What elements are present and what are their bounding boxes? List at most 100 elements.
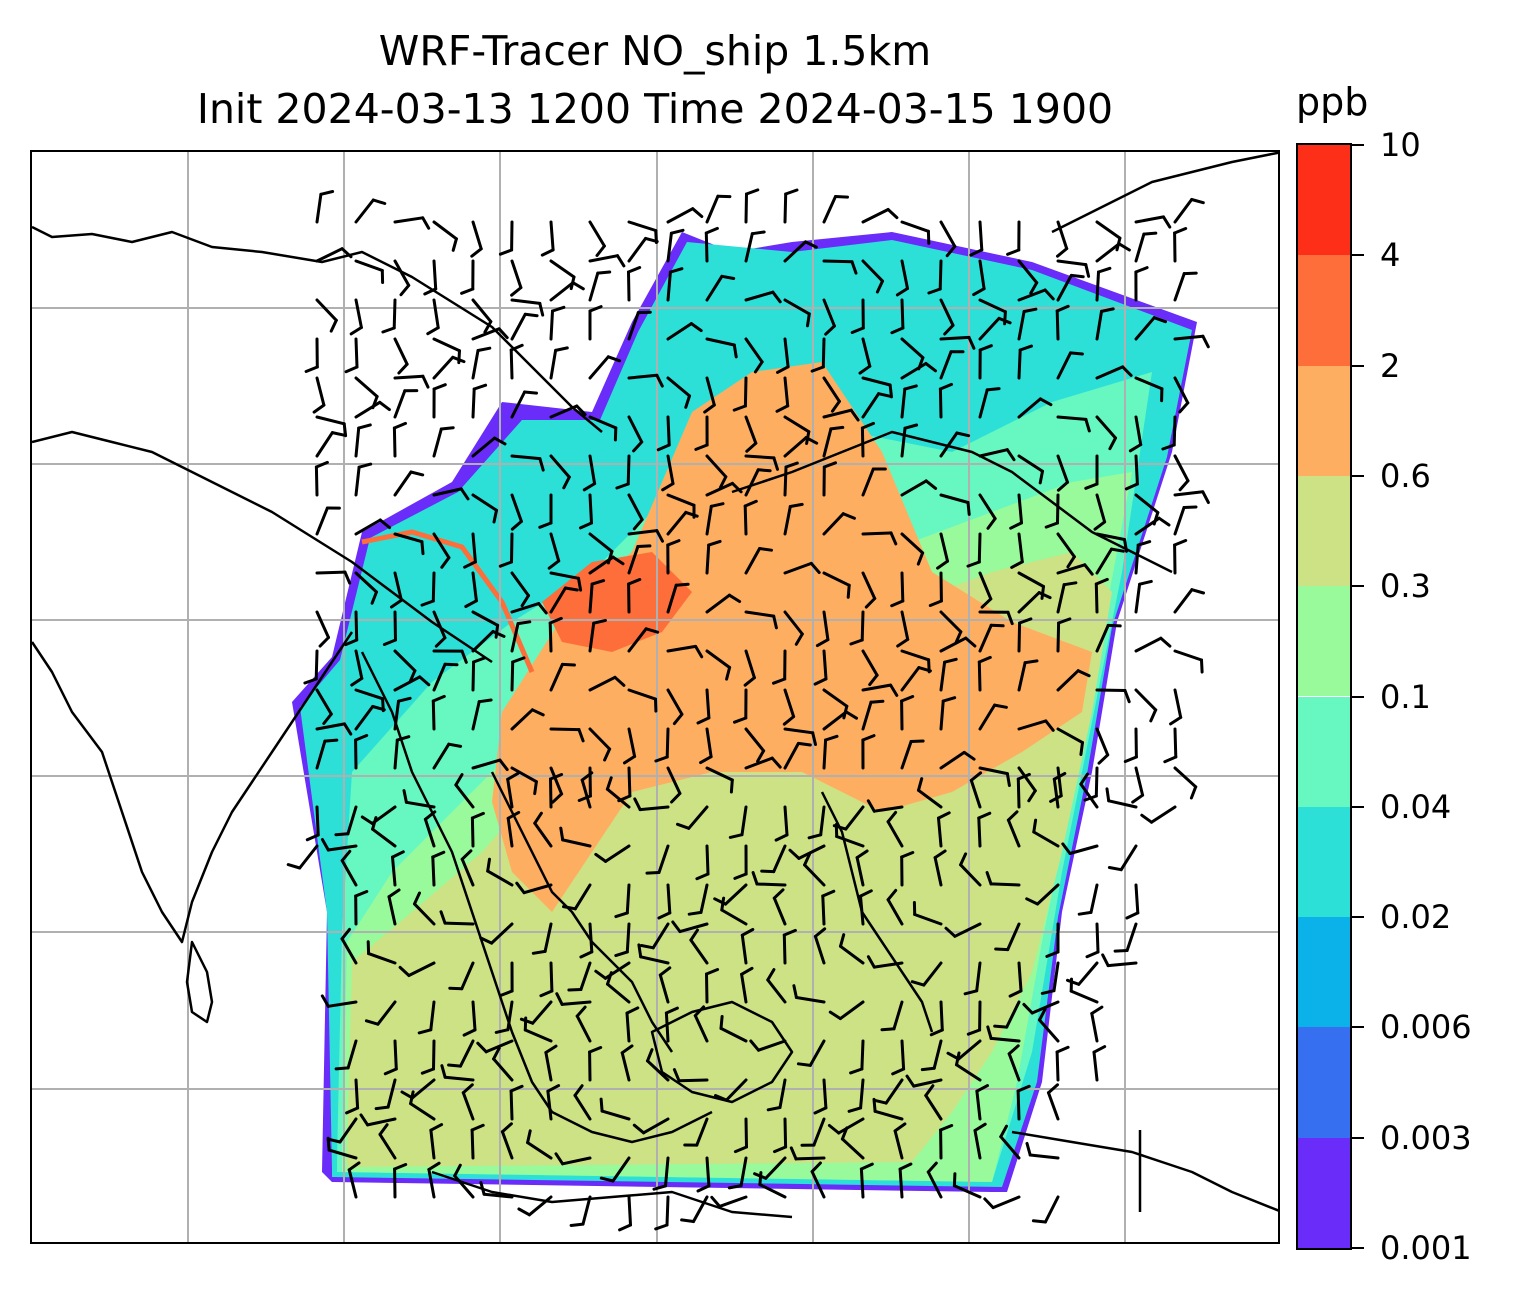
wind-barb-flag xyxy=(890,599,905,608)
wind-barb-flag xyxy=(509,1084,524,1093)
wind-barb-flag xyxy=(421,216,431,230)
wind-barb-flag xyxy=(319,190,335,196)
wind-barb-flag xyxy=(606,355,622,363)
wind-barb xyxy=(955,1063,982,1082)
wind-barb-flag xyxy=(895,287,909,297)
wind-barb xyxy=(427,1168,436,1199)
wind-barb-flag xyxy=(378,518,392,530)
colorbar-segment xyxy=(1298,1137,1350,1248)
wind-barb xyxy=(393,571,403,602)
wind-barb-flag xyxy=(732,343,738,359)
wind-barb xyxy=(657,844,670,874)
wind-barb-flag xyxy=(523,312,539,318)
wind-barb xyxy=(625,922,631,954)
wind-barb xyxy=(1134,636,1163,653)
wind-barb xyxy=(1069,989,1099,1004)
wind-barb-flag xyxy=(966,501,971,516)
wind-barb xyxy=(642,1117,670,1135)
wind-barb-flag xyxy=(343,570,352,585)
wind-barb xyxy=(1043,1195,1060,1224)
wind-barb xyxy=(666,322,693,341)
wind-barb xyxy=(939,532,949,563)
wind-barb-flag xyxy=(1032,818,1038,834)
wind-barb xyxy=(720,908,748,926)
wind-barb-flag xyxy=(479,1181,486,1196)
wind-barb-flag xyxy=(1157,516,1171,527)
wind-barb-flag xyxy=(890,326,905,335)
wind-barb xyxy=(393,675,422,692)
wind-barb xyxy=(588,415,618,430)
wind-barb-flag xyxy=(903,423,919,430)
wind-barb-flag xyxy=(1173,227,1188,235)
wind-barb xyxy=(387,895,397,926)
wind-barb-flag xyxy=(453,1163,462,1178)
wind-barb xyxy=(705,766,734,782)
wind-barb xyxy=(549,766,564,796)
wind-barb-flag xyxy=(1138,579,1153,586)
wind-barb xyxy=(744,610,776,618)
wind-barb-flag xyxy=(323,738,339,743)
wind-barb xyxy=(1028,1153,1060,1160)
wind-barb xyxy=(432,487,463,497)
wind-barb xyxy=(744,290,775,302)
wind-barb xyxy=(393,1039,398,1071)
wind-barb-flag xyxy=(492,508,498,524)
wind-barb-flag xyxy=(344,365,359,374)
wind-barb xyxy=(705,649,732,669)
wind-barb-flag xyxy=(615,482,630,490)
wind-barb xyxy=(844,805,865,831)
wind-barb xyxy=(957,1039,982,1061)
wind-barb-flag xyxy=(941,696,957,703)
wind-barb xyxy=(315,506,329,536)
wind-barb xyxy=(392,426,397,458)
wind-barb xyxy=(933,856,943,887)
wind-barb-flag xyxy=(975,1084,989,1093)
wind-barb-flag xyxy=(859,889,873,898)
wind-barb xyxy=(744,547,762,575)
wind-barb-flag xyxy=(614,950,629,958)
wind-barb xyxy=(1134,376,1164,391)
wind-barb xyxy=(666,270,672,302)
wind-barb-flag xyxy=(811,731,817,746)
wind-barb-flag xyxy=(1010,560,1024,569)
wind-barb xyxy=(471,1000,477,1032)
wind-barb-flag xyxy=(731,481,743,494)
wind-barb xyxy=(900,337,925,360)
wind-barb-flag xyxy=(479,936,494,945)
wind-barb-flag xyxy=(510,519,523,531)
wind-barb-flag xyxy=(533,780,538,796)
wind-barb xyxy=(969,778,982,809)
wind-barb xyxy=(354,1078,360,1110)
wind-barb-flag xyxy=(753,360,764,374)
wind-barb xyxy=(1032,830,1060,848)
wind-barb xyxy=(490,922,514,945)
wind-barb xyxy=(822,610,830,642)
wind-barb-flag xyxy=(330,431,346,437)
wind-barb-flag xyxy=(567,988,583,992)
wind-barb-flag xyxy=(579,521,593,530)
wind-barb-flag xyxy=(395,735,411,742)
wind-barb xyxy=(588,493,593,525)
wind-barb-flag xyxy=(909,739,925,743)
wind-barb xyxy=(705,337,736,347)
wind-barbs xyxy=(286,188,1210,1232)
colorbar-segment xyxy=(1298,365,1350,476)
wind-barb xyxy=(1077,961,1099,986)
wind-barb-flag xyxy=(916,551,925,566)
wind-barb-flag xyxy=(603,747,612,762)
wind-barb-flag xyxy=(788,502,804,508)
wind-barb-flag xyxy=(696,716,711,725)
wind-barb-flag xyxy=(1084,417,1091,433)
wind-barb xyxy=(1125,922,1138,952)
wind-barb xyxy=(783,727,815,735)
wind-barb xyxy=(315,376,326,407)
wind-barb-flag xyxy=(345,1106,360,1115)
wind-barb xyxy=(1092,1050,1099,1082)
wind-barb xyxy=(837,1117,865,1135)
wind-barb-flag xyxy=(1136,540,1152,547)
wind-barb xyxy=(1134,688,1158,712)
wind-barb xyxy=(1173,490,1205,497)
wind-barb xyxy=(549,662,564,692)
wind-barb-flag xyxy=(670,791,682,804)
wind-barb-flag xyxy=(510,286,523,297)
